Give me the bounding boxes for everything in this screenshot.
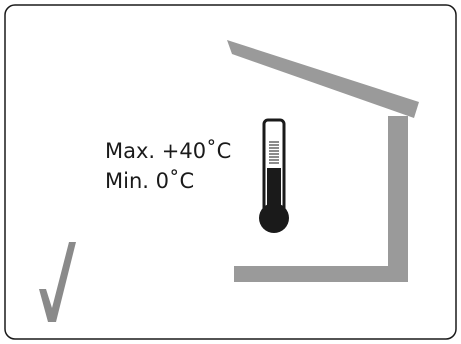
shelter-wall — [388, 116, 408, 282]
thermometer-icon — [259, 118, 289, 233]
thermometer-mercury — [267, 168, 281, 214]
checkmark-icon — [39, 242, 76, 322]
thermometer-scale — [269, 141, 279, 164]
shelter-roof — [227, 40, 419, 118]
diagram-canvas: Max. +40˚C Min. 0˚C — [4, 4, 457, 340]
thermometer-bulb — [259, 203, 289, 233]
diagram-frame: Max. +40˚C Min. 0˚C — [4, 4, 457, 340]
shelter-roof-icon — [227, 40, 419, 282]
max-temperature-label: Max. +40˚C — [105, 139, 231, 163]
min-temperature-label: Min. 0˚C — [105, 169, 194, 193]
shelter-floor — [234, 266, 408, 282]
